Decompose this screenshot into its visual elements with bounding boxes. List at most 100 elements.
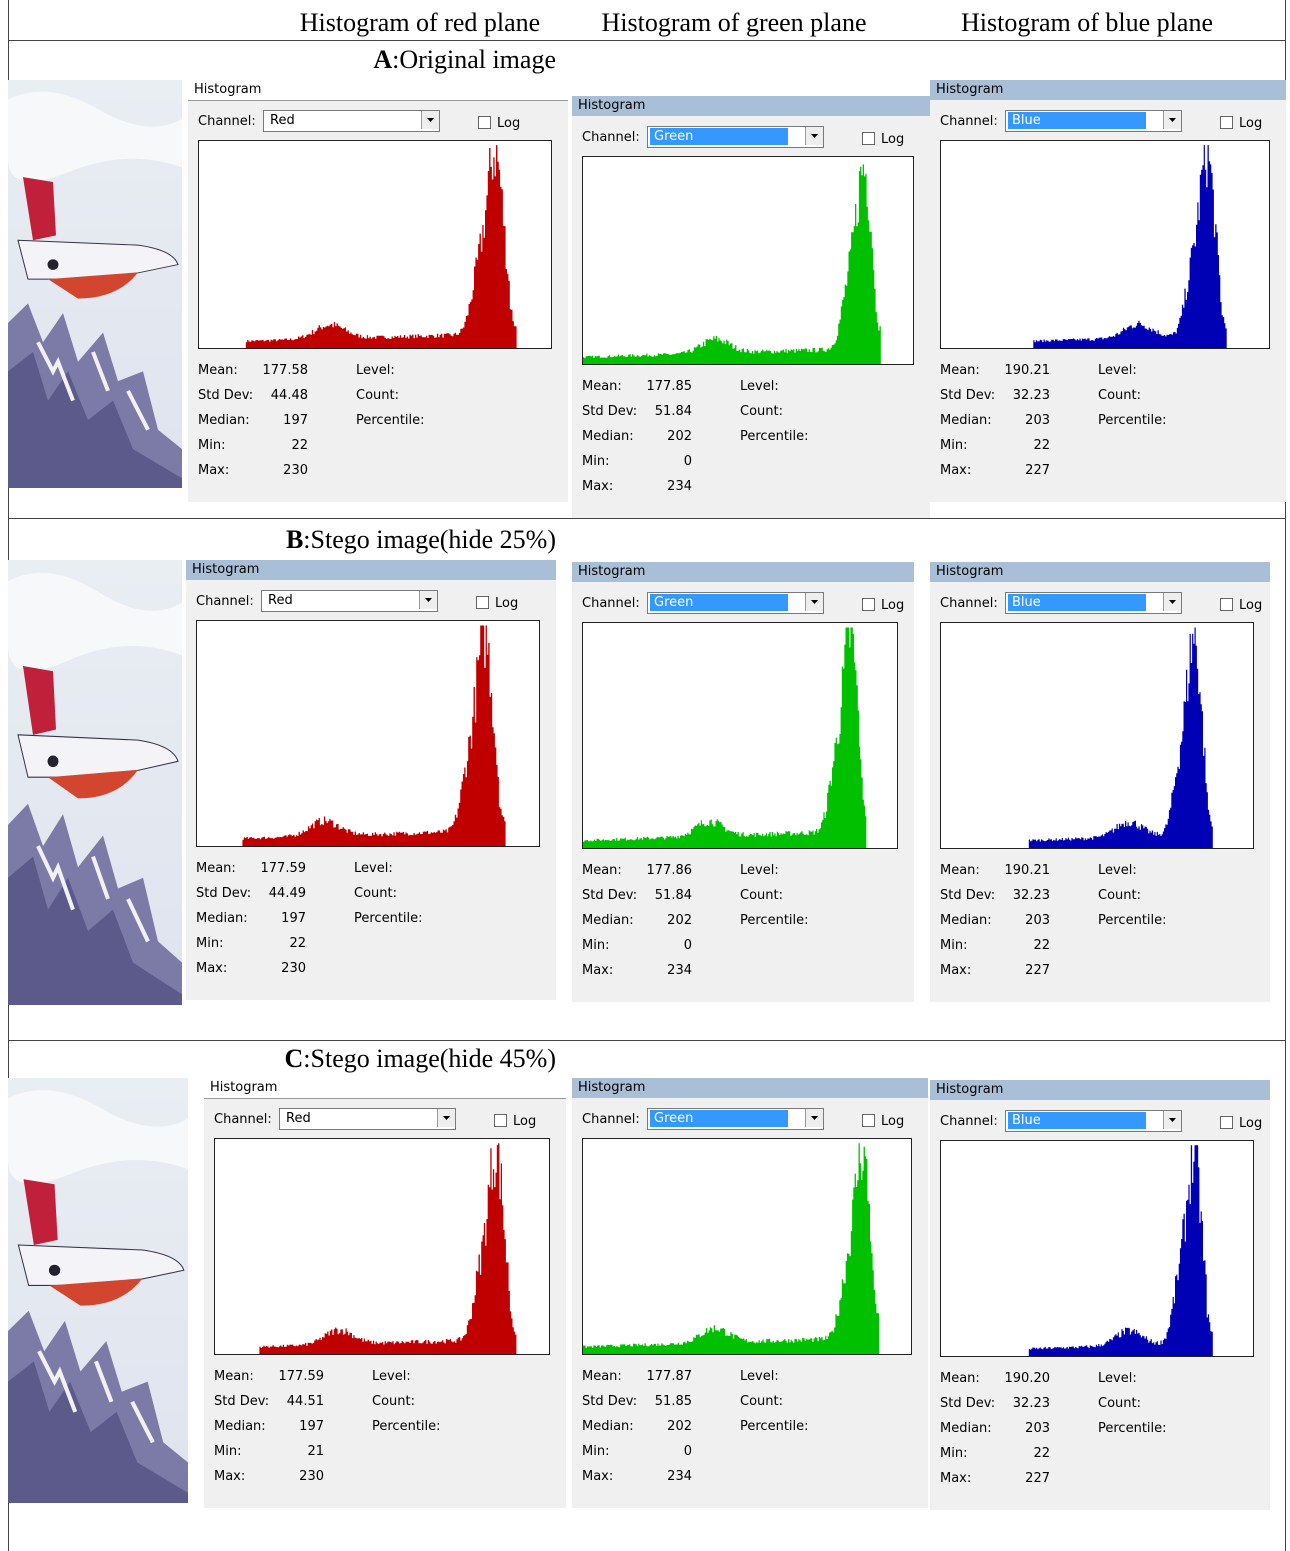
snow (36, 845, 150, 943)
info-label: Count: (356, 388, 399, 403)
stat-label: Max: (214, 1469, 246, 1484)
stat-value: 203 (1025, 913, 1050, 928)
histogram-shape (941, 145, 1269, 348)
channel-dropdown[interactable]: Green (647, 126, 824, 148)
stat-label: Min: (214, 1444, 242, 1459)
dropdown-arrow (421, 111, 439, 129)
info-label: Count: (740, 1394, 783, 1409)
info-label: Percentile: (1098, 913, 1167, 928)
channel-dropdown[interactable]: Green (647, 592, 824, 614)
row-divider (8, 40, 1286, 41)
channel-dropdown[interactable]: Blue (1005, 592, 1182, 614)
log-checkbox[interactable] (476, 596, 489, 609)
stat-label: Min: (582, 454, 610, 469)
arrow-icon (1169, 600, 1176, 604)
stat-value: 51.84 (654, 404, 692, 419)
stat-label: Mean: (582, 863, 622, 878)
histogram-graphic (215, 1143, 549, 1354)
info-label: Level: (372, 1369, 411, 1384)
channel-dropdown[interactable]: Blue (1005, 1110, 1182, 1132)
panel-title: Histogram (572, 1078, 928, 1098)
stat-value: 177.85 (646, 379, 693, 394)
stat-label: Max: (940, 463, 972, 478)
log-checkbox[interactable] (1220, 1116, 1233, 1129)
section-title: :Stego image(hide 25%) (303, 525, 556, 554)
log-checkbox[interactable] (1220, 116, 1233, 129)
section-title: :Original image (392, 45, 556, 74)
histogram-graphic (583, 164, 913, 364)
stat-value: 202 (667, 429, 692, 444)
stat-label: Min: (196, 936, 224, 951)
stat-label: Std Dev: (196, 886, 252, 901)
row-divider (8, 518, 1286, 519)
log-label: Log (495, 596, 519, 611)
channel-dropdown[interactable]: Red (279, 1108, 456, 1130)
stat-label: Max: (196, 961, 228, 976)
histogram-shape (583, 1143, 911, 1354)
tail (23, 177, 56, 241)
stat-value: 202 (667, 1419, 692, 1434)
channel-label: Channel: (582, 596, 640, 611)
arrow-icon (811, 600, 818, 604)
histogram (196, 620, 540, 847)
stat-value: 51.85 (654, 1394, 692, 1409)
log-label: Log (497, 116, 521, 131)
column-header: Histogram of red plane (299, 8, 541, 37)
stat-label: Mean: (198, 363, 238, 378)
channel-value: Red (268, 593, 293, 608)
histogram-graphic (583, 1143, 911, 1354)
log-checkbox[interactable] (1220, 598, 1233, 611)
histogram-panel: Histogram Channel: Red Log Mean: 177.59 Std De… (204, 1078, 566, 1508)
dropdown-arrow (1163, 111, 1181, 129)
log-checkbox[interactable] (862, 132, 875, 145)
panel-title: Histogram (930, 80, 1286, 100)
stat-value: 22 (291, 438, 308, 453)
panel-title: Histogram (930, 1080, 1270, 1100)
arrow-icon (427, 118, 434, 122)
histogram (940, 1140, 1254, 1357)
histogram (582, 1138, 912, 1355)
channel-value: Green (650, 128, 788, 145)
channel-dropdown[interactable]: Red (263, 110, 440, 132)
photo (8, 1078, 188, 1503)
channel-dropdown[interactable]: Blue (1005, 110, 1182, 132)
stat-value: 32.23 (1012, 888, 1050, 903)
histogram-panel: Histogram Channel: Blue Log Mean: 190.20 Std D… (930, 1080, 1270, 1510)
mountains (8, 856, 182, 1005)
log-label: Log (1239, 116, 1263, 131)
arrow-icon (811, 134, 818, 138)
log-label: Log (881, 598, 905, 613)
panel-title: Histogram (930, 562, 1270, 582)
stat-value: 177.87 (646, 1369, 693, 1384)
log-checkbox[interactable] (862, 1114, 875, 1127)
info-label: Level: (1098, 863, 1137, 878)
stat-label: Mean: (582, 1369, 622, 1384)
info-label: Percentile: (356, 413, 425, 428)
dropdown-arrow (1163, 1111, 1181, 1129)
histogram (582, 156, 914, 365)
stat-value: 32.23 (1012, 388, 1050, 403)
tail (23, 1179, 58, 1245)
channel-value: Red (270, 113, 295, 128)
stat-label: Mean: (940, 363, 980, 378)
panel-title: Histogram (188, 80, 568, 101)
log-checkbox[interactable] (862, 598, 875, 611)
info-label: Level: (740, 379, 779, 394)
dropdown-arrow (1163, 593, 1181, 611)
info-label: Percentile: (1098, 1421, 1167, 1436)
stat-label: Median: (582, 429, 634, 444)
info-label: Percentile: (372, 1419, 441, 1434)
log-checkbox[interactable] (494, 1114, 507, 1127)
log-label: Log (881, 132, 905, 147)
section-title: :Stego image(hide 45%) (303, 1044, 556, 1073)
stat-value: 177.86 (646, 863, 693, 878)
channel-dropdown[interactable]: Red (261, 590, 438, 612)
arrow-icon (1169, 118, 1176, 122)
cloud (8, 91, 182, 182)
histogram-shape (199, 145, 551, 348)
histogram-shape (197, 625, 539, 846)
channel-dropdown[interactable]: Green (647, 1108, 824, 1130)
table-border (1285, 0, 1286, 1551)
log-checkbox[interactable] (478, 116, 491, 129)
